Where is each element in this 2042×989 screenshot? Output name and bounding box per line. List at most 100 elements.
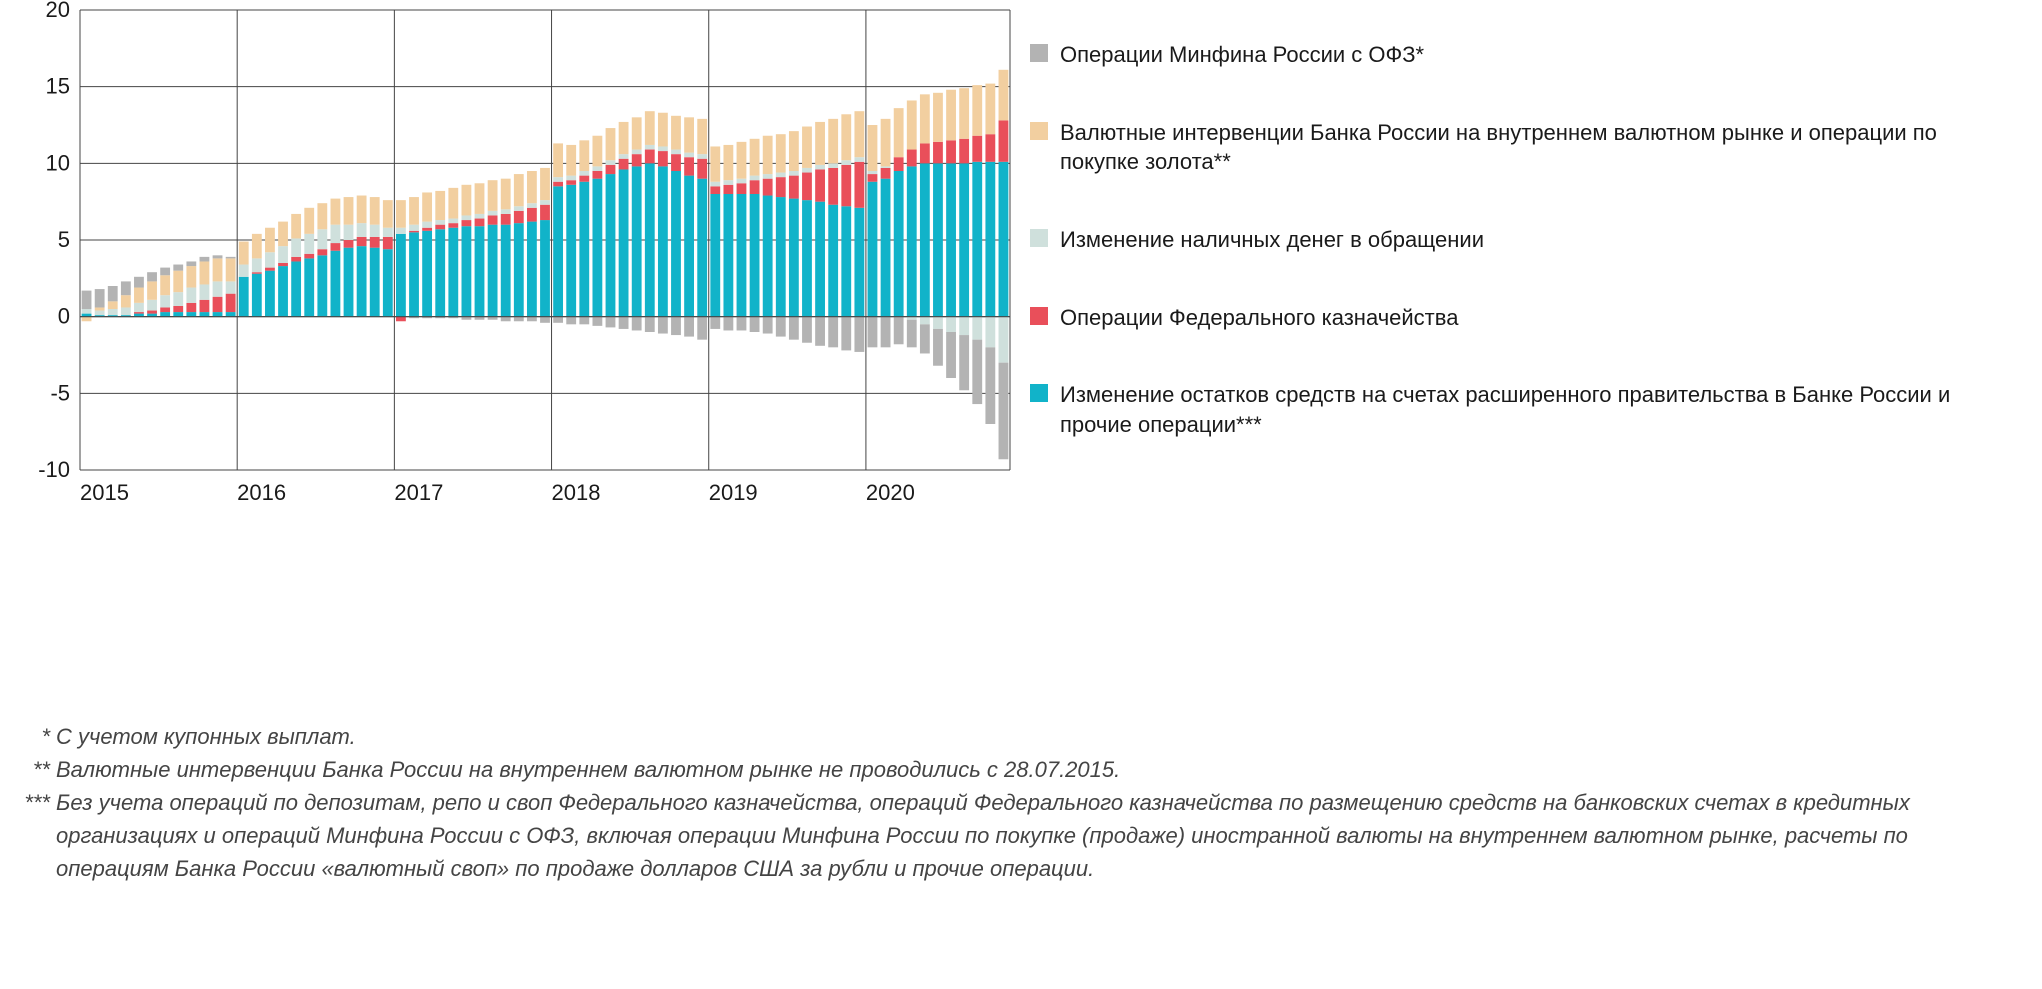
- footnote-mark: *: [10, 720, 56, 753]
- footnote-mark: ***: [10, 786, 56, 885]
- bar-fx: [619, 122, 629, 154]
- bar-gov: [815, 202, 825, 317]
- legend-swatch: [1030, 384, 1048, 402]
- bar-treasury: [606, 165, 616, 174]
- bar-ofz: [501, 317, 511, 322]
- bar-ofz: [645, 317, 655, 332]
- bar-cash: [972, 317, 982, 340]
- bar-fx: [475, 183, 485, 214]
- bar-cash: [396, 228, 406, 234]
- bar-treasury: [527, 208, 537, 222]
- bar-ofz: [95, 289, 105, 307]
- bar-fx: [186, 266, 196, 287]
- bar-cash: [579, 171, 589, 176]
- bar-fx: [108, 301, 118, 309]
- bar-cash: [999, 317, 1009, 363]
- bar-ofz: [592, 317, 602, 326]
- bar-ofz: [815, 317, 825, 346]
- bar-cash: [95, 311, 105, 316]
- bar-cash: [854, 157, 864, 162]
- bar-treasury: [802, 173, 812, 201]
- footnote-text: Валютные интервенции Банка России на вну…: [56, 753, 2010, 786]
- footnote: *С учетом купонных выплат.: [10, 720, 2010, 753]
- y-tick-label: 15: [46, 74, 70, 99]
- bar-gov: [553, 186, 563, 316]
- bar-ofz: [697, 317, 707, 340]
- bar-fx: [95, 307, 105, 310]
- bar-ofz: [658, 317, 668, 334]
- legend-label: Операции Минфина России с ОФЗ*: [1060, 40, 1424, 70]
- bar-ofz: [632, 317, 642, 331]
- bar-fx: [278, 222, 288, 247]
- bar-fx: [697, 119, 707, 154]
- bar-treasury: [632, 154, 642, 166]
- bar-treasury: [828, 168, 838, 205]
- bar-cash: [331, 225, 341, 243]
- legend-item-fx: Валютные интервенции Банка России на вну…: [1030, 118, 2010, 177]
- bar-treasury: [252, 272, 262, 274]
- bar-fx: [134, 288, 144, 303]
- bar-fx: [894, 108, 904, 157]
- bar-cash: [291, 238, 301, 256]
- bar-treasury: [357, 237, 367, 246]
- bar-treasury: [134, 312, 144, 314]
- y-tick-label: -5: [50, 380, 70, 405]
- bar-ofz: [160, 268, 170, 276]
- bar-fx: [868, 125, 878, 171]
- bar-fx: [841, 114, 851, 160]
- bar-ofz: [750, 317, 760, 332]
- bar-gov: [435, 229, 445, 316]
- bar-fx: [370, 197, 380, 225]
- bar-fx: [501, 179, 511, 210]
- bar-gov: [200, 312, 210, 317]
- bar-cash: [737, 179, 747, 184]
- bar-treasury: [461, 220, 471, 226]
- bar-fx: [121, 295, 131, 307]
- bar-gov: [645, 163, 655, 316]
- bar-ofz: [972, 340, 982, 404]
- bar-ofz: [606, 317, 616, 328]
- bar-cash: [82, 309, 92, 314]
- x-year-label: 2018: [552, 480, 601, 505]
- bar-treasury: [540, 205, 550, 220]
- bar-cash: [592, 166, 602, 171]
- bar-treasury: [331, 243, 341, 251]
- bar-ofz: [763, 317, 773, 334]
- bar-fx: [959, 88, 969, 139]
- bar-fx: [592, 136, 602, 167]
- bar-treasury: [409, 231, 419, 233]
- bar-ofz: [828, 317, 838, 348]
- bar-treasury: [959, 139, 969, 164]
- bar-cash: [475, 214, 485, 219]
- bar-gov: [461, 226, 471, 316]
- bar-cash: [422, 222, 432, 228]
- bar-treasury: [671, 154, 681, 171]
- bar-fx: [422, 192, 432, 221]
- bar-cash: [619, 154, 629, 159]
- bar-fx: [396, 200, 406, 228]
- bar-gov: [475, 226, 485, 316]
- bar-fx: [972, 85, 982, 136]
- bar-cash: [213, 281, 223, 296]
- bar-cash: [632, 150, 642, 155]
- bar-treasury: [475, 219, 485, 227]
- bar-treasury: [972, 136, 982, 162]
- bar-ofz: [999, 363, 1009, 460]
- bar-treasury: [907, 150, 917, 167]
- bar-fx: [435, 191, 445, 220]
- bar-gov: [278, 266, 288, 317]
- bar-fx: [606, 128, 616, 160]
- y-tick-label: 5: [58, 227, 70, 252]
- bar-ofz: [514, 317, 524, 322]
- bar-gov: [907, 166, 917, 316]
- bar-fx: [645, 111, 655, 145]
- bar-cash: [776, 173, 786, 178]
- legend-swatch: [1030, 122, 1048, 140]
- bar-gov: [514, 223, 524, 317]
- bar-treasury: [789, 176, 799, 199]
- bar-gov: [999, 162, 1009, 317]
- bar-cash: [946, 317, 956, 332]
- bar-ofz: [710, 317, 720, 329]
- bar-gov: [723, 194, 733, 317]
- bar-cash: [959, 317, 969, 335]
